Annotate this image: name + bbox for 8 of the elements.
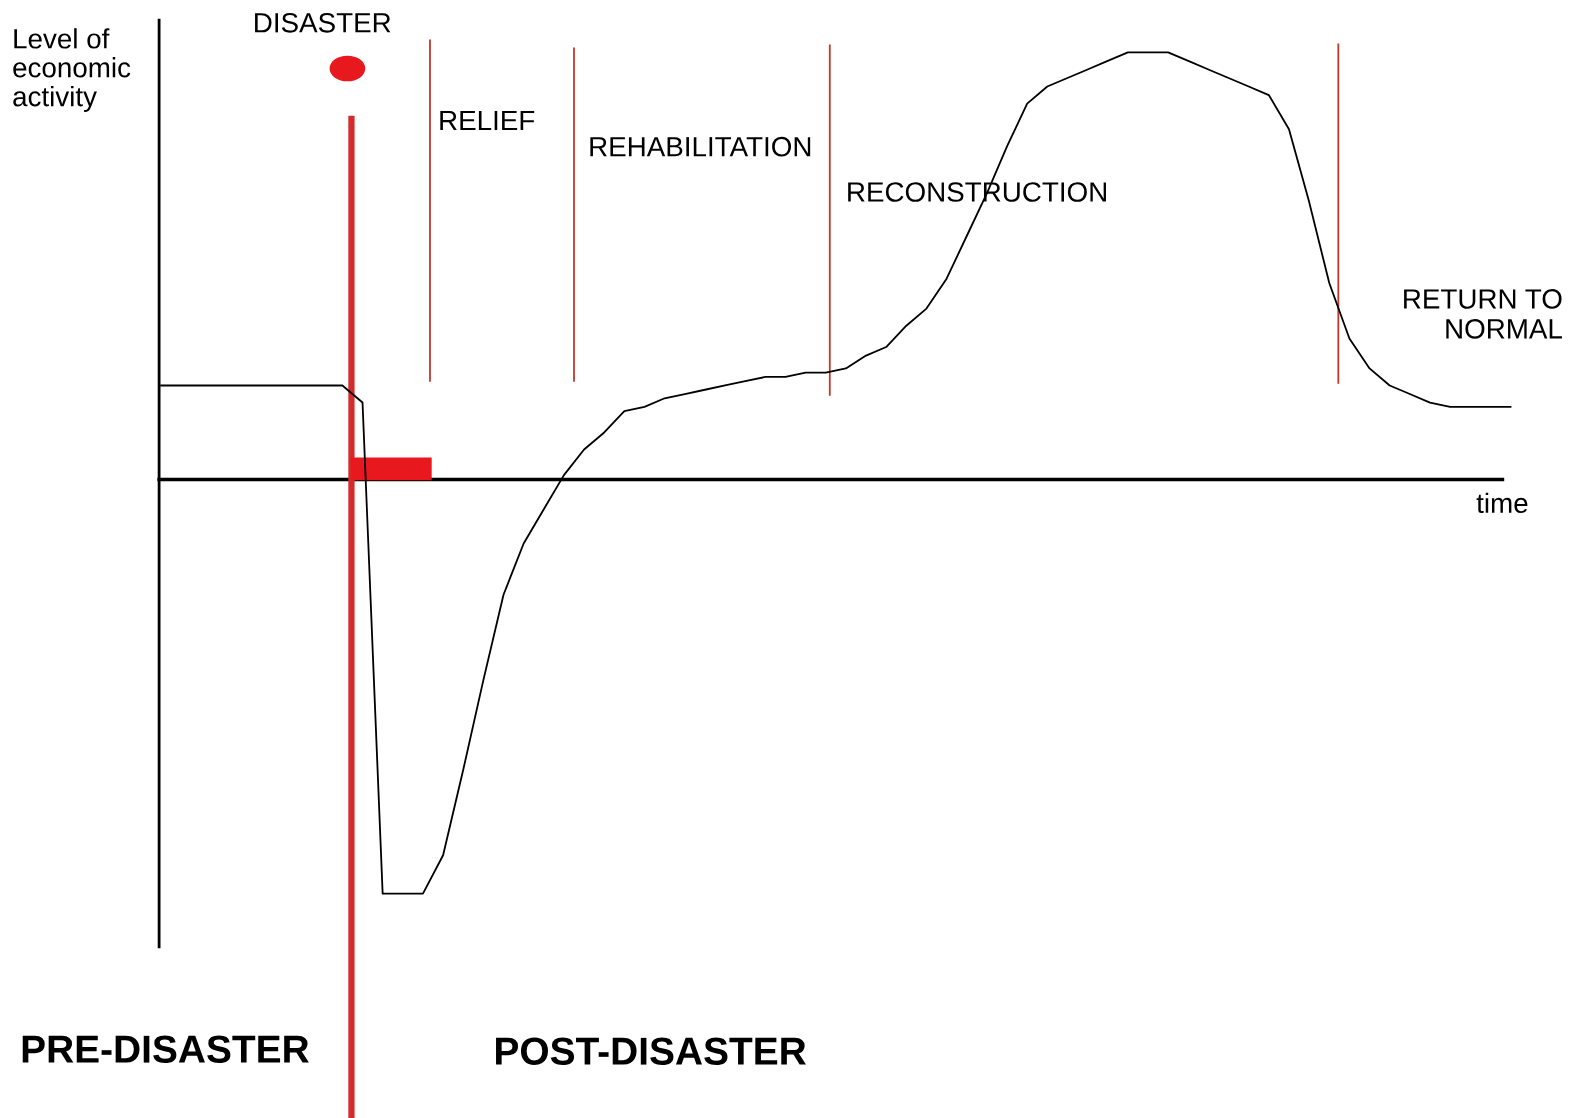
annotation: RELIEF bbox=[440, 110, 535, 131]
y-axis-title: Level of economic activity bbox=[13, 28, 131, 112]
text: DISASTER bbox=[255, 12, 391, 33]
text: POST-DISASTER bbox=[496, 1037, 806, 1065]
text: PRE-DISASTER bbox=[22, 1035, 309, 1063]
annotation: RETURN TO NORMAL bbox=[1404, 289, 1562, 339]
x-axis-title: time bbox=[1476, 492, 1528, 514]
annotation: REHABILITATION bbox=[590, 136, 811, 157]
